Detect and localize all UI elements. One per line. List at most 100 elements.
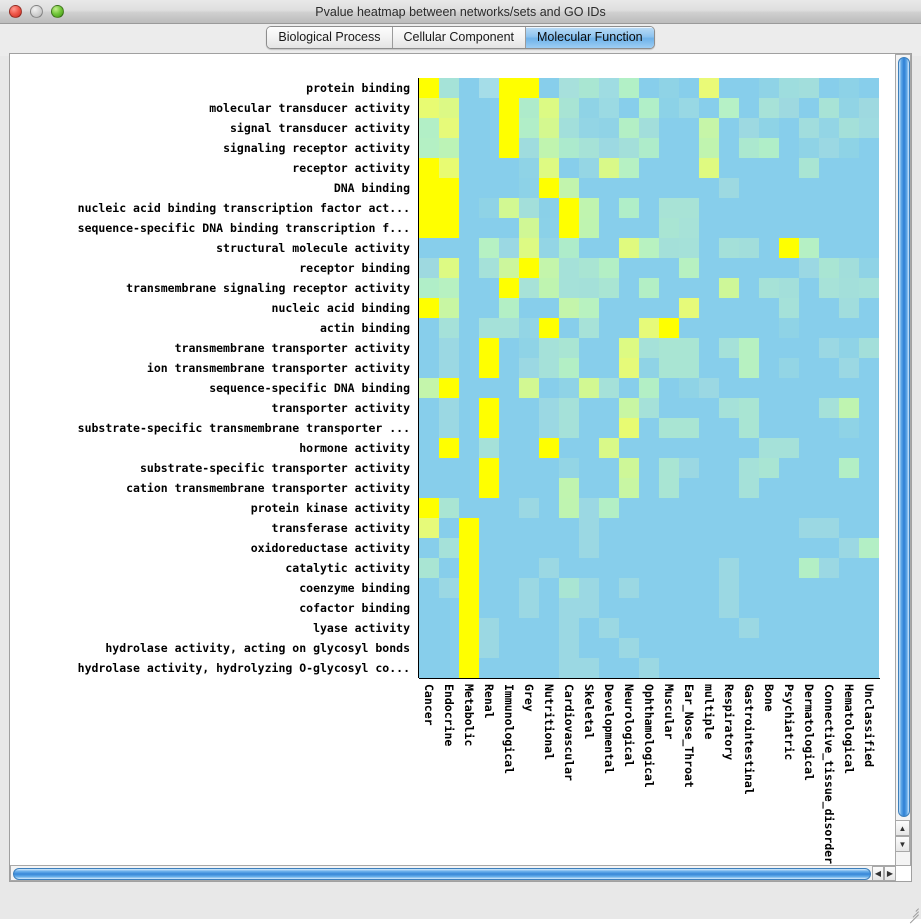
heatmap-cell[interactable] bbox=[719, 98, 739, 118]
heatmap-cell[interactable] bbox=[499, 218, 519, 238]
heatmap-cell[interactable] bbox=[579, 278, 599, 298]
heatmap-cell[interactable] bbox=[839, 318, 859, 338]
heatmap-cell[interactable] bbox=[459, 298, 479, 318]
heatmap-plot[interactable] bbox=[419, 78, 879, 678]
heatmap-cell[interactable] bbox=[779, 618, 799, 638]
heatmap-cell[interactable] bbox=[839, 458, 859, 478]
heatmap-cell[interactable] bbox=[479, 418, 499, 438]
horizontal-scrollbar-thumb[interactable] bbox=[13, 868, 871, 880]
heatmap-cell[interactable] bbox=[559, 118, 579, 138]
heatmap-cell[interactable] bbox=[859, 518, 879, 538]
heatmap-cell[interactable] bbox=[459, 598, 479, 618]
scroll-up-icon[interactable]: ▲ bbox=[895, 820, 910, 836]
heatmap-cell[interactable] bbox=[679, 238, 699, 258]
heatmap-cell[interactable] bbox=[499, 378, 519, 398]
heatmap-cell[interactable] bbox=[719, 618, 739, 638]
heatmap-cell[interactable] bbox=[659, 138, 679, 158]
heatmap-cell[interactable] bbox=[479, 658, 499, 678]
heatmap-cell[interactable] bbox=[819, 338, 839, 358]
heatmap-cell[interactable] bbox=[819, 638, 839, 658]
heatmap-cell[interactable] bbox=[499, 598, 519, 618]
heatmap-cell[interactable] bbox=[659, 278, 679, 298]
heatmap-cell[interactable] bbox=[839, 478, 859, 498]
heatmap-cell[interactable] bbox=[739, 558, 759, 578]
heatmap-cell[interactable] bbox=[679, 418, 699, 438]
heatmap-cell[interactable] bbox=[579, 358, 599, 378]
heatmap-cell[interactable] bbox=[719, 78, 739, 98]
heatmap-cell[interactable] bbox=[819, 458, 839, 478]
heatmap-cell[interactable] bbox=[839, 98, 859, 118]
heatmap-cell[interactable] bbox=[579, 418, 599, 438]
heatmap-cell[interactable] bbox=[559, 138, 579, 158]
heatmap-cell[interactable] bbox=[459, 478, 479, 498]
heatmap-cell[interactable] bbox=[459, 558, 479, 578]
heatmap-cell[interactable] bbox=[439, 438, 459, 458]
heatmap-cell[interactable] bbox=[679, 398, 699, 418]
heatmap-cell[interactable] bbox=[519, 318, 539, 338]
heatmap-cell[interactable] bbox=[739, 178, 759, 198]
heatmap-cell[interactable] bbox=[719, 478, 739, 498]
heatmap-cell[interactable] bbox=[419, 478, 439, 498]
heatmap-cell[interactable] bbox=[559, 158, 579, 178]
heatmap-cell[interactable] bbox=[599, 578, 619, 598]
heatmap-cell[interactable] bbox=[539, 378, 559, 398]
heatmap-cell[interactable] bbox=[519, 598, 539, 618]
heatmap-cell[interactable] bbox=[739, 438, 759, 458]
heatmap-cell[interactable] bbox=[639, 658, 659, 678]
heatmap-cell[interactable] bbox=[739, 498, 759, 518]
heatmap-cell[interactable] bbox=[599, 618, 619, 638]
heatmap-cell[interactable] bbox=[739, 98, 759, 118]
heatmap-cell[interactable] bbox=[479, 578, 499, 598]
heatmap-cell[interactable] bbox=[699, 78, 719, 98]
heatmap-cell[interactable] bbox=[779, 458, 799, 478]
heatmap-cell[interactable] bbox=[439, 498, 459, 518]
heatmap-cell[interactable] bbox=[439, 518, 459, 538]
heatmap-cell[interactable] bbox=[479, 338, 499, 358]
heatmap-cell[interactable] bbox=[839, 258, 859, 278]
heatmap-cell[interactable] bbox=[659, 338, 679, 358]
heatmap-cell[interactable] bbox=[739, 198, 759, 218]
heatmap-cell[interactable] bbox=[539, 278, 559, 298]
heatmap-cell[interactable] bbox=[799, 258, 819, 278]
heatmap-cell[interactable] bbox=[439, 138, 459, 158]
heatmap-cell[interactable] bbox=[439, 158, 459, 178]
heatmap-cell[interactable] bbox=[799, 218, 819, 238]
heatmap-cell[interactable] bbox=[519, 398, 539, 418]
heatmap-cell[interactable] bbox=[599, 338, 619, 358]
heatmap-cell[interactable] bbox=[839, 238, 859, 258]
heatmap-cell[interactable] bbox=[619, 338, 639, 358]
heatmap-cell[interactable] bbox=[779, 578, 799, 598]
heatmap-cell[interactable] bbox=[519, 258, 539, 278]
heatmap-cell[interactable] bbox=[779, 478, 799, 498]
heatmap-cell[interactable] bbox=[559, 258, 579, 278]
heatmap-cell[interactable] bbox=[779, 238, 799, 258]
heatmap-cell[interactable] bbox=[699, 218, 719, 238]
heatmap-cell[interactable] bbox=[519, 278, 539, 298]
heatmap-cell[interactable] bbox=[579, 618, 599, 638]
heatmap-cell[interactable] bbox=[719, 278, 739, 298]
heatmap-cell[interactable] bbox=[559, 378, 579, 398]
heatmap-cell[interactable] bbox=[799, 558, 819, 578]
heatmap-cell[interactable] bbox=[439, 478, 459, 498]
heatmap-cell[interactable] bbox=[499, 258, 519, 278]
heatmap-cell[interactable] bbox=[779, 198, 799, 218]
heatmap-cell[interactable] bbox=[519, 538, 539, 558]
heatmap-cell[interactable] bbox=[839, 518, 859, 538]
heatmap-cell[interactable] bbox=[719, 378, 739, 398]
heatmap-cell[interactable] bbox=[419, 218, 439, 238]
heatmap-cell[interactable] bbox=[859, 558, 879, 578]
heatmap-cell[interactable] bbox=[539, 398, 559, 418]
heatmap-cell[interactable] bbox=[539, 238, 559, 258]
heatmap-cell[interactable] bbox=[779, 538, 799, 558]
heatmap-cell[interactable] bbox=[499, 658, 519, 678]
heatmap-cell[interactable] bbox=[739, 638, 759, 658]
heatmap-cell[interactable] bbox=[559, 238, 579, 258]
heatmap-cell[interactable] bbox=[699, 458, 719, 478]
heatmap-cell[interactable] bbox=[419, 398, 439, 418]
heatmap-cell[interactable] bbox=[599, 658, 619, 678]
heatmap-cell[interactable] bbox=[499, 98, 519, 118]
heatmap-cell[interactable] bbox=[419, 598, 439, 618]
heatmap-cell[interactable] bbox=[619, 318, 639, 338]
heatmap-cell[interactable] bbox=[459, 118, 479, 138]
heatmap-cell[interactable] bbox=[539, 578, 559, 598]
